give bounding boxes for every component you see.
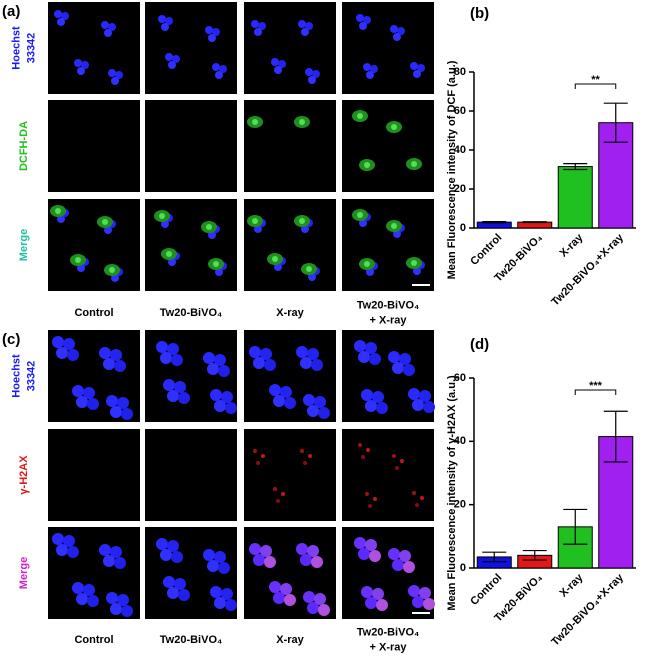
significance: **	[591, 74, 600, 86]
significance-bracket	[574, 83, 617, 89]
cell	[154, 210, 170, 222]
cell	[50, 205, 66, 217]
row-label: DCFH-DA	[18, 121, 30, 171]
column-label: Tw20-BiVO₄	[357, 299, 420, 311]
x-tick-label: Tw20-BiVO₄+X-ray	[549, 571, 626, 648]
y-tick-label: 80	[454, 66, 466, 78]
y-tick-label: 20	[454, 499, 466, 511]
y-tick-label: 20	[454, 183, 466, 195]
row-label: 33342	[25, 33, 37, 64]
micrographs	[48, 2, 435, 619]
cell	[386, 220, 402, 232]
error-bar	[522, 221, 547, 224]
column-label: + X-ray	[370, 641, 408, 653]
row-label: Hoechst	[10, 26, 22, 70]
column-label: Tw20-BiVO₄	[160, 634, 223, 646]
panel-label: (d)	[470, 336, 489, 353]
x-tick-label: Tw20-BiVO₄+X-ray	[549, 231, 626, 308]
column-label: X-ray	[276, 634, 304, 646]
cell	[294, 215, 310, 227]
micrograph	[244, 2, 336, 94]
row-label: Merge	[18, 557, 30, 589]
x-tick-label: X-ray	[557, 231, 586, 260]
panel-label: (b)	[470, 5, 489, 22]
row-label: γ-H2AX	[18, 455, 30, 495]
y-tick-label: 40	[454, 144, 466, 156]
error-bar	[482, 551, 507, 563]
error-bar	[563, 508, 588, 545]
micrograph	[145, 429, 237, 521]
cell	[301, 263, 317, 275]
cell	[208, 258, 224, 270]
cell	[247, 215, 263, 227]
y-tick-label: 0	[460, 562, 466, 574]
column-label: Tw20-BiVO₄	[357, 626, 420, 638]
column-label: + X-ray	[370, 314, 408, 326]
column-label: Control	[74, 634, 113, 646]
panel-label: (c)	[2, 331, 20, 348]
significance-bracket	[574, 389, 617, 395]
cell	[352, 209, 368, 221]
row-label: Merge	[18, 229, 30, 261]
cell	[359, 258, 375, 270]
x-tick-label: Control	[468, 232, 504, 268]
column-label: Tw20-BiVO₄	[160, 307, 223, 319]
micrograph	[342, 429, 434, 521]
cell	[359, 159, 375, 171]
y-tick-label: 60	[454, 372, 466, 384]
error-bar	[563, 163, 588, 171]
micrograph	[48, 100, 140, 192]
cell	[161, 248, 177, 260]
error-bar	[522, 549, 547, 561]
y-tick-label: 60	[454, 105, 466, 117]
cell	[104, 264, 120, 276]
cell	[97, 216, 113, 228]
y-axis-label: Mean Fluorescence intensity of γ-H2AX (a…	[446, 375, 458, 611]
error-bar	[482, 220, 507, 224]
micrograph	[145, 2, 237, 94]
micrograph	[244, 199, 336, 291]
y-axis-label: Mean Fluorescence intensity of DCF (a.u.…	[446, 60, 458, 279]
cell	[70, 254, 86, 266]
cell	[247, 116, 263, 128]
cell	[201, 221, 217, 233]
micrograph	[244, 100, 336, 192]
cell	[406, 257, 422, 269]
cell	[406, 158, 422, 170]
micrograph	[342, 2, 434, 94]
cell	[294, 116, 310, 128]
cell	[352, 110, 368, 122]
row-label: 33342	[25, 361, 37, 392]
panel-label: (a)	[2, 3, 20, 20]
significance: ***	[589, 380, 603, 392]
column-label: X-ray	[276, 307, 304, 319]
micrograph	[145, 100, 237, 192]
y-tick-label: 0	[460, 222, 466, 234]
error-bar	[603, 410, 628, 463]
y-tick-label: 40	[454, 435, 466, 447]
row-label: Hoechst	[10, 354, 22, 398]
cell	[386, 121, 402, 133]
error-bar	[603, 102, 628, 143]
cell	[267, 253, 283, 265]
bar	[557, 166, 593, 229]
micrograph	[244, 429, 336, 521]
x-tick-label: X-ray	[557, 571, 586, 600]
x-tick-label: Control	[468, 572, 504, 608]
column-label: Control	[74, 307, 113, 319]
micrograph	[48, 429, 140, 521]
